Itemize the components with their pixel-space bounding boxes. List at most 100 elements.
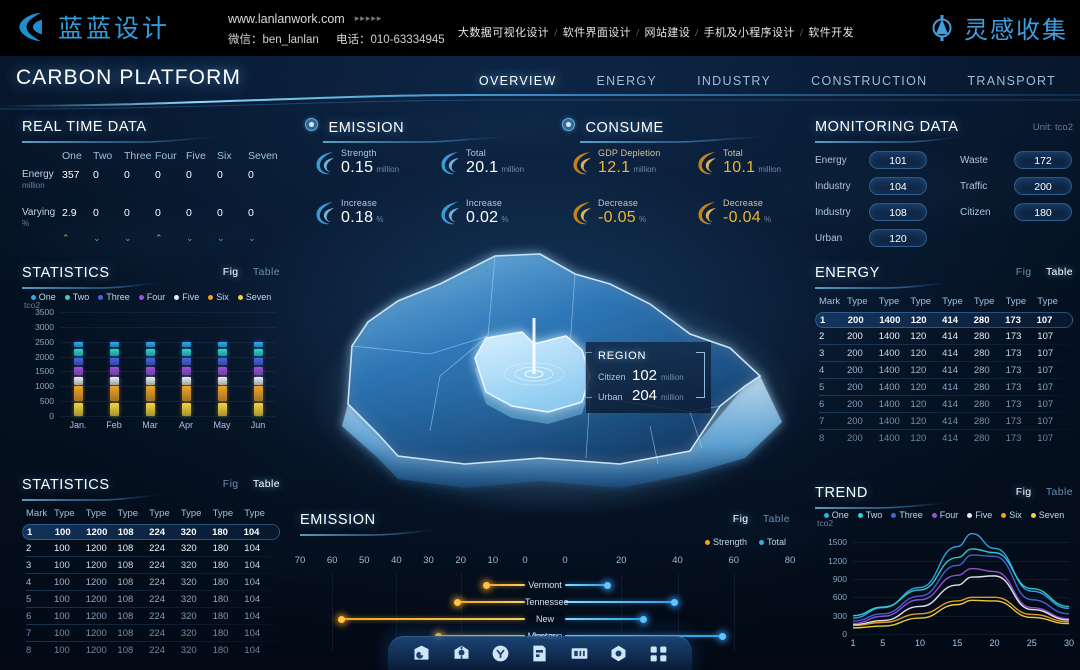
view-toggle[interactable]: Fig Table xyxy=(1005,266,1073,278)
target-icon[interactable] xyxy=(490,643,511,664)
map-region-tooltip: REGION Citizen 102 million Urban 204 mil… xyxy=(585,342,711,413)
table-row[interactable]: 4 200 1400 120 414 280 173 107 xyxy=(815,362,1073,378)
table-header-row: One Two Three Four Five Six Seven xyxy=(22,150,280,169)
report-icon[interactable] xyxy=(529,643,550,664)
table-cell: 2 xyxy=(819,330,825,342)
nav-item-industry[interactable]: INDUSTRY xyxy=(697,74,772,88)
energy-data-table[interactable]: Mark Type Type Type Type Type Type Type 1 200 1400… xyxy=(815,296,1073,446)
tooltip-value: 102 xyxy=(632,367,658,384)
table-cell: 224 xyxy=(149,593,165,605)
nav-item-construction[interactable]: CONSTRUCTION xyxy=(811,74,928,88)
table-row[interactable]: 6 100 1200 108 224 320 180 104 xyxy=(22,608,280,624)
table-cell: 100 xyxy=(53,644,70,656)
chart-icon[interactable] xyxy=(569,643,590,664)
swirl-icon xyxy=(316,202,334,225)
monitor-row-citizen: Citizen 180 xyxy=(960,202,1072,222)
column-header: Type xyxy=(212,508,234,519)
nav-item-transport[interactable]: TRANSPORT xyxy=(967,74,1056,88)
table-cell: 108 xyxy=(117,593,134,605)
total-bar xyxy=(565,601,675,603)
toggle-table[interactable]: Table xyxy=(1045,486,1073,498)
y-tick: 1500 xyxy=(35,366,54,377)
cell: 0 xyxy=(93,207,99,219)
strength-knob xyxy=(454,598,461,606)
bar-column xyxy=(217,312,227,416)
toggle-fig[interactable]: Fig xyxy=(222,266,239,278)
layers-icon[interactable] xyxy=(608,643,629,664)
bar-segment xyxy=(253,376,263,385)
table-row[interactable]: 5 200 1400 120 414 280 173 107 xyxy=(815,379,1073,395)
table-cell: 173 xyxy=(1005,381,1022,393)
table-cell: 6 xyxy=(26,610,32,622)
table-cell: 414 xyxy=(942,381,958,393)
x-tick-label: 80 xyxy=(784,555,796,566)
table-header-row: Mark Type Type Type Type Type Type Type xyxy=(22,508,280,524)
total-knob xyxy=(719,632,726,640)
service-separator: / xyxy=(799,27,804,39)
toggle-table[interactable]: Table xyxy=(762,513,790,525)
kpi-unit: % xyxy=(376,215,384,224)
nav-item-energy[interactable]: ENERGY xyxy=(596,74,658,88)
home-icon[interactable] xyxy=(411,643,432,664)
toggle-table[interactable]: Table xyxy=(1045,266,1073,278)
bar-segment xyxy=(109,357,119,366)
bar-segment xyxy=(145,341,155,348)
category-label: Vermont xyxy=(528,580,562,590)
toggle-fig[interactable]: Fig xyxy=(732,513,749,525)
table-row[interactable]: 2 100 1200 108 224 320 180 104 xyxy=(22,540,280,556)
table-row[interactable]: 6 200 1400 120 414 280 173 107 xyxy=(815,396,1073,412)
monitor-name: Traffic xyxy=(960,180,988,192)
nav-item-overview[interactable]: OVERVIEW xyxy=(478,74,557,88)
settings-gear-icon[interactable] xyxy=(451,643,472,664)
table-row[interactable]: 4 100 1200 108 224 320 180 104 xyxy=(22,574,280,590)
table-row[interactable]: 1 100 1200 108 224 320 180 104 xyxy=(22,524,280,540)
grid-apps-icon[interactable] xyxy=(648,643,669,664)
y-tick: 1000 xyxy=(35,381,54,392)
toggle-table[interactable]: Table xyxy=(252,266,280,278)
view-toggle[interactable]: Fig Table xyxy=(212,478,280,490)
table-row[interactable]: 7 100 1200 108 224 320 180 104 xyxy=(22,625,280,641)
promo-wechat: 微信：ben_lanlan xyxy=(228,34,319,46)
table-row[interactable]: 3 200 1400 120 414 280 173 107 xyxy=(815,345,1073,361)
bar-column xyxy=(109,312,119,416)
table-cell: 120 xyxy=(910,330,927,342)
table-row[interactable]: 8 200 1400 120 414 280 173 107 xyxy=(815,430,1073,446)
view-toggle[interactable]: Fig Table xyxy=(722,513,790,525)
table-cell: 173 xyxy=(1005,398,1022,410)
toggle-fig[interactable]: Fig xyxy=(222,478,239,490)
panel-statistics-table: STATISTICS Fig Table Mark Type Type Type Typ… xyxy=(22,476,280,656)
table-cell: 414 xyxy=(942,330,958,342)
main-nav[interactable]: OVERVIEW ENERGY INDUSTRY CONSTRUCTION TR… xyxy=(479,74,1056,88)
view-toggle[interactable]: Fig Table xyxy=(1005,486,1073,498)
y-tick: 1200 xyxy=(828,555,847,566)
table-row[interactable]: 5 100 1200 108 224 320 180 104 xyxy=(22,591,280,607)
inspiration-brand-text: 灵感收集 xyxy=(964,18,1068,44)
statistics-data-table[interactable]: Mark Type Type Type Type Type Type Type 1 100 1200… xyxy=(22,508,280,658)
kpi-value: 0.18 xyxy=(341,209,374,226)
grid-line xyxy=(733,573,735,651)
table-cell: 173 xyxy=(1005,347,1022,359)
lanlan-logo-icon xyxy=(19,12,42,42)
table-row[interactable]: 1 200 1400 120 414 280 173 107 xyxy=(815,312,1073,328)
table-row[interactable]: 3 100 1200 108 224 320 180 104 xyxy=(22,557,280,573)
bottom-dock[interactable] xyxy=(388,636,692,670)
monitor-value: 101 xyxy=(869,151,927,169)
table-cell: 1400 xyxy=(878,415,900,427)
map-graphic xyxy=(310,253,800,516)
toggle-fig[interactable]: Fig xyxy=(1015,266,1032,278)
x-tick-label: 60 xyxy=(326,555,338,566)
table-row[interactable]: 2 200 1400 120 414 280 173 107 xyxy=(815,328,1073,344)
monitor-value: 180 xyxy=(1014,203,1072,221)
legend-item-five: Five xyxy=(967,510,992,520)
monitor-row-industry-2: Industry 108 xyxy=(815,202,927,222)
view-toggle[interactable]: Fig Table xyxy=(212,266,280,278)
region-map[interactable]: REGION Citizen 102 million Urban 204 mil… xyxy=(290,226,810,526)
x-tick-label: Apr xyxy=(178,420,194,430)
tooltip-unit: million xyxy=(661,373,684,382)
table-row[interactable]: 7 200 1400 120 414 280 173 107 xyxy=(815,413,1073,429)
toggle-table[interactable]: Table xyxy=(252,478,280,490)
y-axis-unit: tco2 xyxy=(817,518,834,528)
toggle-fig[interactable]: Fig xyxy=(1015,486,1032,498)
table-row[interactable]: 8 100 1200 108 224 320 180 104 xyxy=(22,642,280,658)
x-tick-label: 20 xyxy=(989,638,1000,648)
